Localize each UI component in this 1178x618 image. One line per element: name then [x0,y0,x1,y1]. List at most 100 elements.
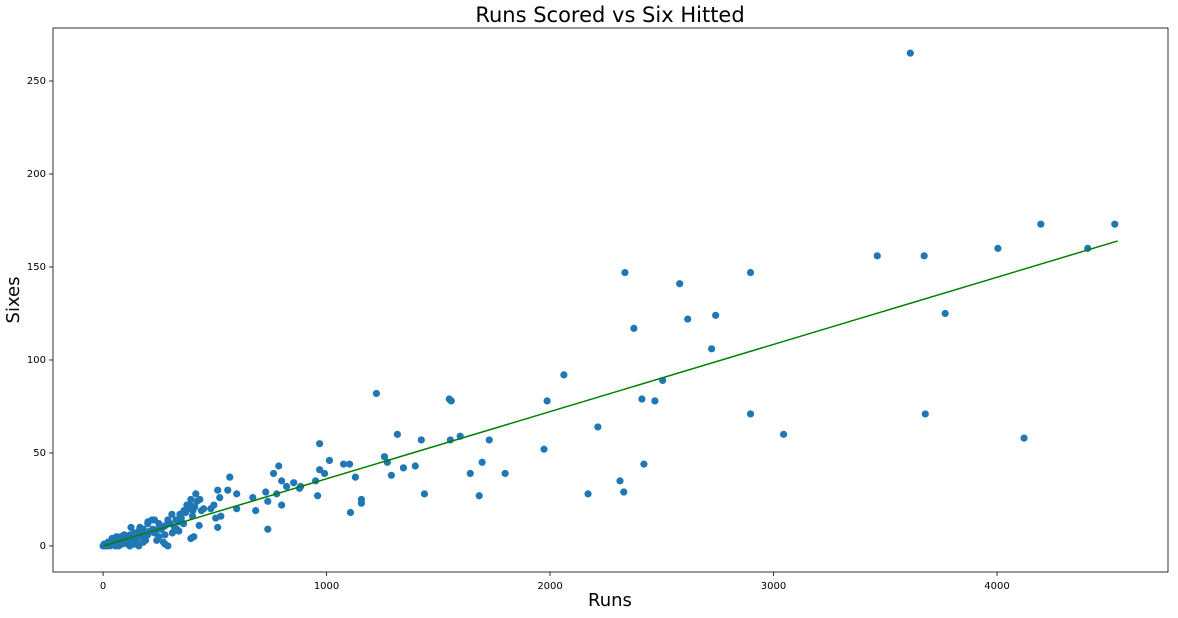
scatter-point [708,345,716,353]
scatter-point [264,525,272,533]
scatter-point [478,458,486,466]
scatter-point [638,395,646,403]
scatter-point [941,309,949,318]
scatter-point [325,456,334,465]
scatter-point [540,445,548,453]
scatter-point [746,410,755,418]
scatter-point [906,49,914,57]
scatter-point [224,486,232,494]
scatter-point [200,505,208,513]
scatter-point [676,280,684,288]
scatter-point [345,460,354,468]
trend-line [102,240,1118,547]
scatter-point [153,536,161,544]
scatter-point [210,501,218,509]
scatter-point [264,497,272,505]
scatter-point [1037,220,1045,228]
scatter-point [164,542,172,550]
scatter-point [594,423,602,431]
y-tick-label: 250 [27,76,46,87]
scatter-point [357,499,366,507]
x-tick-label: 4000 [984,581,1009,592]
scatter-point [684,315,692,323]
scatter-point [252,507,260,515]
scatter-point [127,523,135,531]
scatter-point [746,268,755,277]
plot-frame [52,27,1169,573]
scatter-point [921,410,929,418]
scatter-point [216,494,224,502]
scatter-point [168,510,176,518]
scatter-point [543,397,551,405]
scatter-point [161,531,169,539]
scatter-point [873,252,881,260]
scatter-point [380,453,389,461]
scatter-point [584,490,592,498]
scatter-point [779,430,788,438]
scatter-point [193,497,201,505]
scatter-point [192,490,200,498]
scatter-point [144,520,152,528]
scatter-point [173,525,181,533]
scatter-point [387,471,395,479]
scatter-point [417,436,425,444]
scatter-point [346,508,355,517]
scatter-point [339,460,348,468]
scatter-point [616,477,624,485]
x-axis-label: Runs [588,590,632,611]
x-tick-label: 2000 [537,581,562,592]
scatter-point [1020,434,1028,442]
scatter-point [191,503,199,511]
scatter-point [118,540,126,548]
y-axis-label: Sixes [3,277,24,324]
scatter-point [411,462,419,470]
scatter-point [108,534,116,543]
x-tick-label: 1000 [314,581,339,592]
scatter-point [651,397,659,405]
scatter-point [420,490,429,498]
scatter-point [316,440,324,448]
scatter-point [139,538,147,546]
scatter-point [1111,220,1119,228]
scatter-point [195,521,203,530]
scatter-point [560,371,568,379]
scatter-point [620,488,628,496]
y-tick-label: 200 [27,169,46,180]
scatter-point [475,492,483,500]
y-tick-label: 50 [33,448,46,459]
scatter-point [920,252,928,260]
scatter-point [372,389,380,398]
scatter-point [214,486,222,494]
scatter-point [150,516,159,524]
scatter-point [994,244,1002,252]
scatter-point [621,268,629,277]
scatter-point [214,523,222,531]
y-tick-label: 0 [40,541,46,552]
scatter-point [712,311,720,319]
x-tick-label: 0 [100,581,106,592]
scatter-point [290,479,298,487]
scatter-point [226,473,234,481]
scatter-point [393,430,402,438]
scatter-point [249,494,257,502]
scatter-point [316,466,324,474]
x-tick-label: 3000 [761,581,786,592]
scatter-point [282,482,291,491]
scatter-point [278,501,286,509]
scatter-point [233,490,241,498]
scatter-point [466,469,474,478]
chart-title: Runs Scored vs Six Hitted [475,3,744,27]
scatter-point [177,514,185,522]
scatter-point [447,397,455,405]
scatter-point [314,492,322,500]
scatter-point [275,462,283,470]
scatter-point [501,469,509,478]
scatter-point [351,473,359,481]
scatter-point [278,477,286,485]
scatter-point [217,512,225,520]
scatter-point [630,324,638,332]
scatter-point [187,495,195,504]
scatter-point [262,488,270,496]
